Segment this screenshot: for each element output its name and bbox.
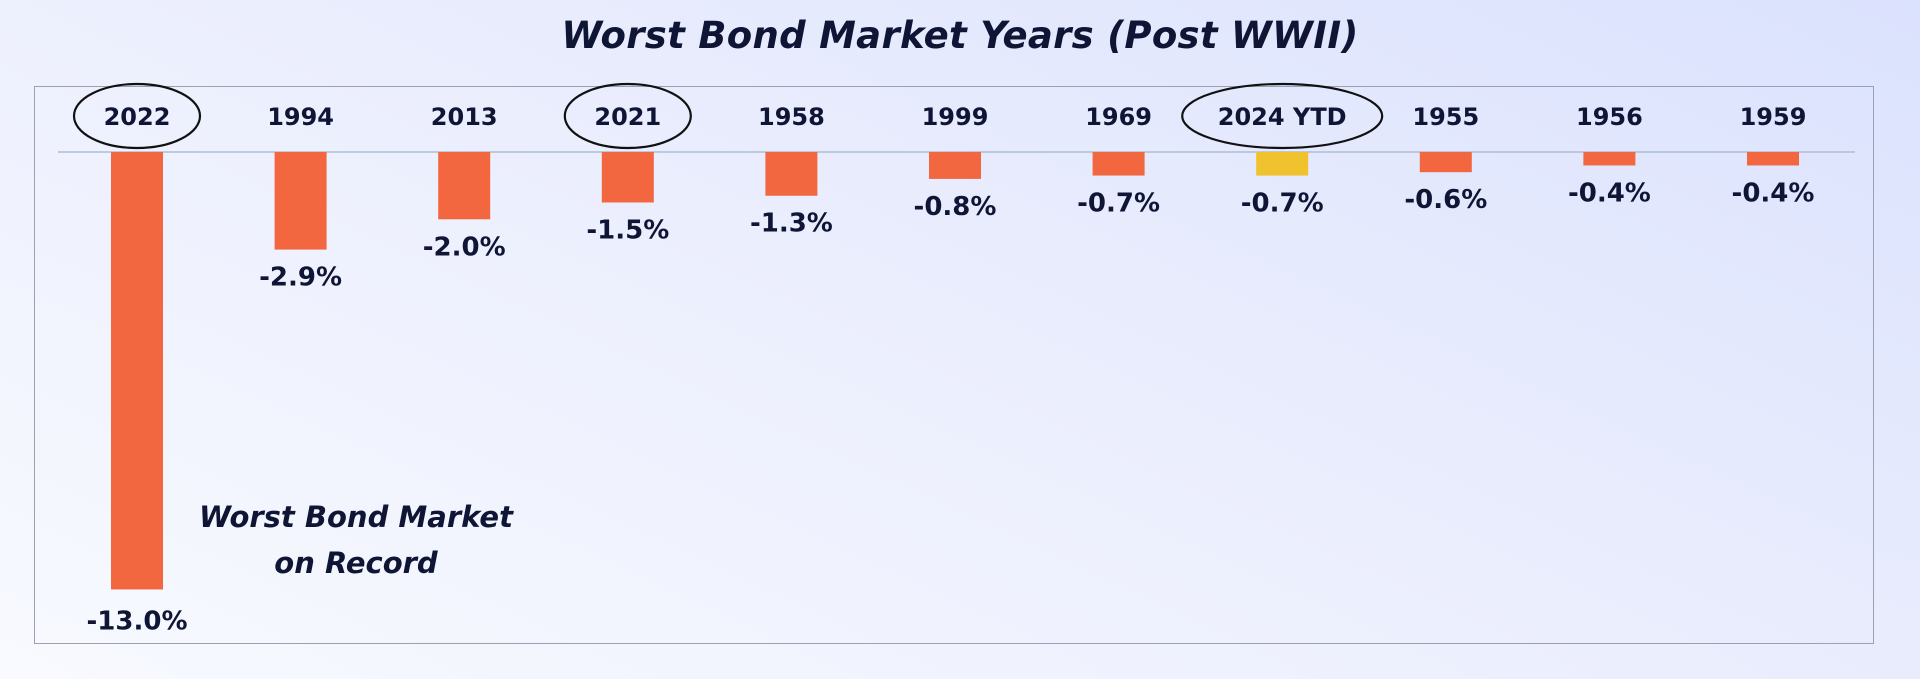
category-label: 2022 (104, 103, 171, 131)
category-label: 2013 (431, 103, 498, 131)
bar-2024-ytd (1256, 152, 1309, 176)
category-label: 1955 (1412, 103, 1479, 131)
bar-1956 (1583, 152, 1636, 166)
bar-2013 (438, 152, 491, 220)
data-label: -13.0% (87, 606, 188, 636)
data-label: -0.7% (1241, 189, 1324, 219)
category-label: 1959 (1740, 103, 1807, 131)
circle-marker-2024-ytd (1181, 82, 1384, 150)
chart-title: Worst Bond Market Years (Post WWII) (561, 14, 1359, 57)
data-label: -0.4% (1568, 178, 1651, 208)
chart-frame (34, 86, 1874, 644)
bar-1958 (765, 152, 818, 196)
data-label: -0.8% (914, 192, 997, 222)
data-label: -1.3% (750, 209, 833, 239)
category-label: 1958 (758, 103, 825, 131)
worst-year-annotation: Worst Bond Market on Record (199, 500, 513, 580)
bar-2021 (601, 152, 654, 203)
bar-1999 (929, 152, 981, 179)
bar-1959 (1747, 152, 1799, 166)
data-label: -2.0% (423, 232, 506, 262)
bar-1955 (1419, 152, 1472, 173)
circle-marker-2022 (72, 82, 202, 150)
circle-marker-2021 (563, 82, 692, 150)
data-label: -0.4% (1732, 178, 1815, 208)
bar-1994 (274, 152, 327, 250)
bar-1969 (1092, 152, 1145, 176)
data-label: -1.5% (586, 215, 669, 245)
category-label: 1999 (922, 103, 989, 131)
data-label: -2.9% (259, 263, 342, 293)
bar-2022 (111, 152, 163, 590)
category-label: 2024 YTD (1218, 103, 1347, 131)
category-label: 1956 (1576, 103, 1643, 131)
category-label: 2021 (594, 103, 661, 131)
data-label: -0.7% (1077, 189, 1160, 219)
category-label: 1994 (267, 103, 334, 131)
data-label: -0.6% (1404, 185, 1487, 215)
category-label: 1969 (1085, 103, 1152, 131)
